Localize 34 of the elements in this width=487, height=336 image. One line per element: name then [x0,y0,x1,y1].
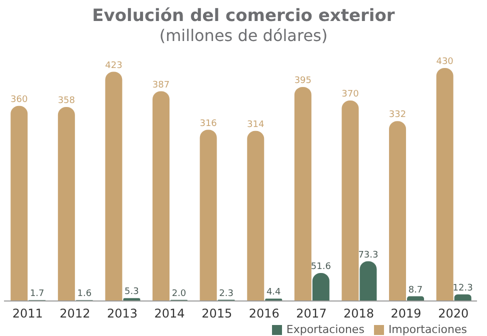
data-label: 358 [58,96,76,106]
x-tick-label: 2011 [12,306,43,321]
x-tick-label: 2012 [60,306,90,321]
legend-label: Importaciones [388,323,467,336]
data-label: 314 [247,120,264,130]
x-tick-label: 2015 [202,306,232,321]
data-label: 73.3 [358,250,378,260]
data-label: 2.3 [219,288,234,299]
x-tick-label: 2019 [390,306,422,321]
x-tick-label: 2017 [296,306,327,321]
data-label: 51.6 [310,262,332,272]
data-label: 316 [200,118,218,129]
data-label: 5.3 [124,287,139,298]
data-label: 423 [105,60,122,71]
data-label: 387 [152,80,170,90]
data-label: 2.0 [172,288,186,299]
x-tick-label: 2014 [154,306,185,321]
x-tick-label: 2013 [106,306,138,321]
data-label: 430 [436,57,454,67]
data-label: 12.3 [452,283,473,294]
data-label: 332 [388,110,406,120]
data-label: 4.4 [266,288,282,298]
data-label: 1.7 [30,289,44,300]
x-tick-label: 2016 [248,306,280,321]
chart-subtitle: (millones de dólares) [158,26,329,46]
chart-title: Evolución del comercio exterior [91,6,396,26]
x-tick-label: 2018 [343,306,374,321]
data-label: 370 [342,90,360,100]
data-label: 1.6 [77,289,92,300]
data-label: 395 [294,76,312,86]
data-label: 360 [10,94,28,105]
data-label: 8.7 [408,285,423,296]
legend-label: Exportaciones [286,323,364,336]
x-tick-label: 2020 [438,306,469,321]
